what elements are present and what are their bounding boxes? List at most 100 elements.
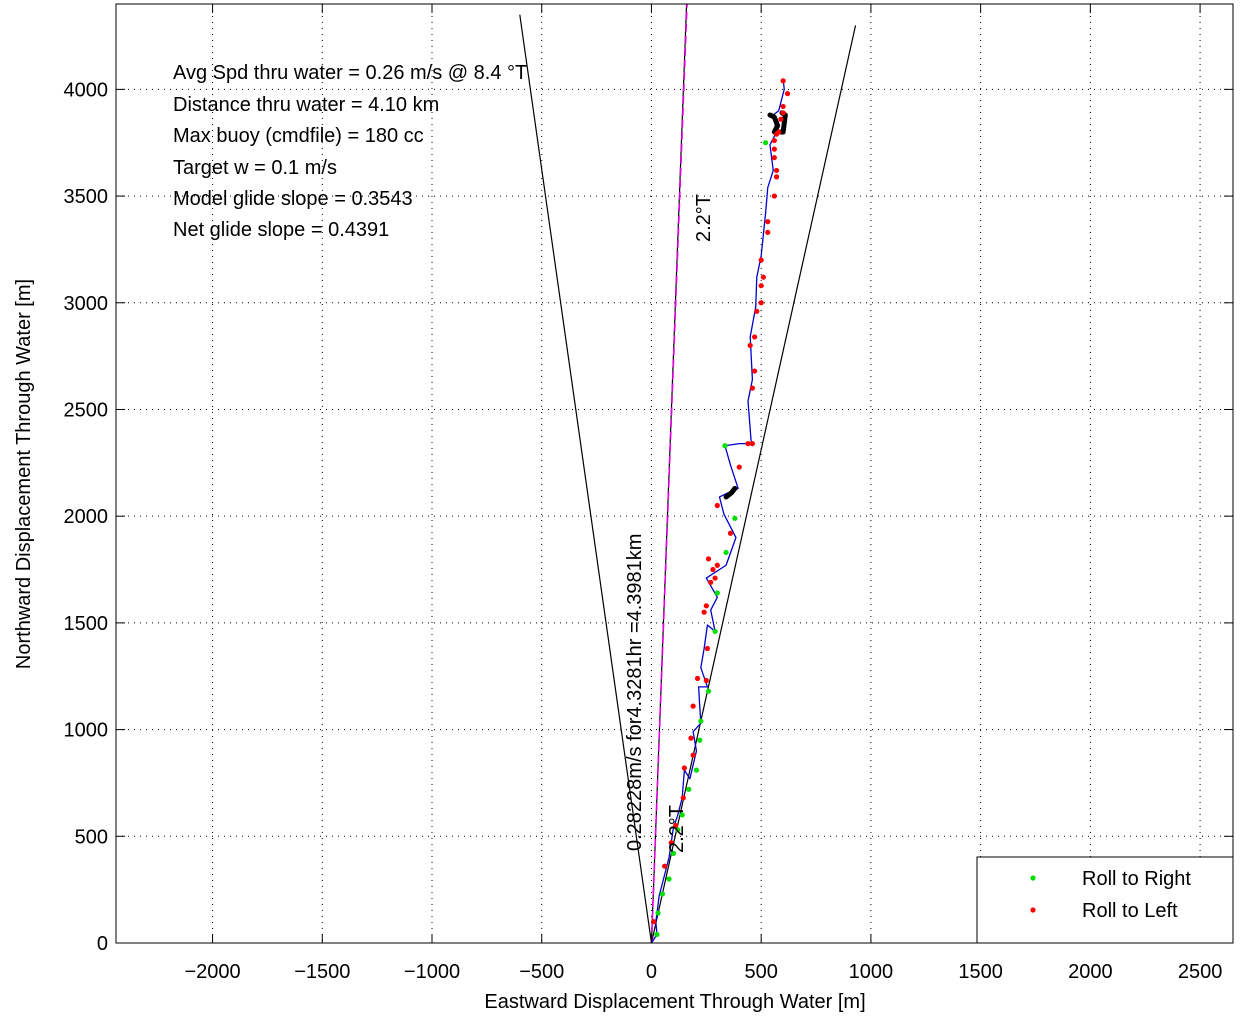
legend-box xyxy=(976,856,1234,944)
annotation-target-w: Target w = 0.1 m/s xyxy=(173,157,337,179)
roll-left-point xyxy=(745,441,751,447)
legend-label-roll-left: Roll to Left xyxy=(1082,900,1178,922)
roll-right-point xyxy=(723,549,729,556)
roll-left-point xyxy=(703,603,709,609)
roll-points xyxy=(651,78,791,938)
roll-left-point xyxy=(758,257,764,263)
surfacing-segment xyxy=(767,110,788,135)
roll-left-point xyxy=(771,193,777,199)
roll-left-point xyxy=(754,308,760,314)
roll-left-point xyxy=(758,283,764,289)
annotation-block: Avg Spd thru water = 0.26 m/s @ 8.4 °T D… xyxy=(173,62,527,241)
surfacing-segment xyxy=(723,485,738,500)
surfacing-track xyxy=(723,110,788,500)
y-axis-label: Northward Displacement Through Water [m] xyxy=(13,279,35,669)
x-tick-label: −1000 xyxy=(404,961,460,983)
roll-left-point xyxy=(776,129,782,135)
roll-left-point xyxy=(778,116,784,122)
roll-left-point xyxy=(771,137,777,144)
roll-left-point xyxy=(727,530,734,536)
x-tick-label: 500 xyxy=(744,961,777,983)
x-tick-label: −500 xyxy=(519,961,564,983)
roll-right-point xyxy=(705,688,712,694)
legend-marker-roll-left xyxy=(1030,907,1036,913)
roll-right-point xyxy=(732,515,738,521)
grid-lines xyxy=(116,4,1233,944)
roll-right-point xyxy=(693,767,700,773)
roll-left-point xyxy=(708,579,714,585)
roll-right-point xyxy=(654,931,660,938)
roll-left-point xyxy=(701,609,707,615)
roll-left-point xyxy=(751,334,758,340)
roll-left-point xyxy=(749,441,756,447)
roll-left-point xyxy=(710,566,716,573)
roll-left-point xyxy=(662,863,668,869)
y-tick-label: 0 xyxy=(97,933,108,955)
roll-left-point xyxy=(780,103,786,110)
y-tick-label: 3000 xyxy=(64,293,109,315)
roll-left-point xyxy=(760,274,766,280)
roll-left-point xyxy=(747,342,753,349)
roll-left-point xyxy=(780,78,786,84)
speed-line-label: 0.28228m/s for4.3281hr =4.3981km xyxy=(624,534,646,851)
x-tick-label: 2500 xyxy=(1178,961,1223,983)
roll-left-point xyxy=(681,765,687,771)
y-tick-label: 2500 xyxy=(64,399,109,421)
x-tick-label: 1500 xyxy=(958,961,1003,983)
roll-left-point xyxy=(690,703,696,709)
roll-left-point xyxy=(771,155,777,161)
roll-left-point xyxy=(765,219,771,225)
axes-box xyxy=(115,3,1234,944)
y-tick-label: 2000 xyxy=(64,506,109,528)
annotation-model-glide-slope: Model glide slope = 0.3543 xyxy=(173,188,413,210)
roll-left-point xyxy=(688,735,694,741)
roll-left-point xyxy=(705,556,712,562)
x-tick-label: 0 xyxy=(646,961,657,983)
x-tick-label: −1500 xyxy=(294,961,350,983)
roll-left-point xyxy=(780,110,786,116)
y-axis-ticks: 0 500 1000 1500 2000 2500 3000 3500 4000 xyxy=(64,79,1233,955)
roll-left-point xyxy=(680,795,686,801)
roll-left-point xyxy=(712,575,718,581)
roll-right-point xyxy=(714,590,720,596)
lower-heading-label: 2.2°T xyxy=(666,805,688,853)
y-tick-label: 1500 xyxy=(64,613,109,635)
roll-left-point xyxy=(765,229,771,235)
annotation-avg-speed: Avg Spd thru water = 0.26 m/s @ 8.4 °T xyxy=(173,62,527,84)
roll-right-point xyxy=(712,628,718,635)
roll-right-point xyxy=(698,718,704,724)
roll-left-point xyxy=(703,677,709,684)
annotation-distance: Distance thru water = 4.10 km xyxy=(173,94,439,116)
legend: Roll to Right Roll to Left xyxy=(976,856,1234,944)
x-tick-label: −2000 xyxy=(184,961,240,983)
annotation-net-glide-slope: Net glide slope = 0.4391 xyxy=(173,219,389,241)
roll-left-point xyxy=(736,464,742,470)
roll-left-point xyxy=(714,502,720,509)
y-tick-label: 500 xyxy=(75,826,108,848)
roll-left-point xyxy=(694,675,701,681)
roll-left-point xyxy=(751,368,758,374)
legend-marker-roll-right xyxy=(1030,875,1036,881)
roll-right-point xyxy=(679,812,685,818)
x-tick-label: 2000 xyxy=(1068,961,1113,983)
upper-heading-label: 2.2°T xyxy=(693,194,715,242)
roll-right-point xyxy=(666,876,672,882)
roll-left-point xyxy=(668,840,674,846)
roll-left-point xyxy=(714,562,720,568)
annotation-max-buoy: Max buoy (cmdfile) = 180 cc xyxy=(173,125,424,147)
roll-left-point xyxy=(651,919,657,925)
y-tick-label: 1000 xyxy=(64,720,109,742)
y-tick-label: 3500 xyxy=(64,186,109,208)
roll-left-point xyxy=(758,300,764,306)
roll-right-point xyxy=(675,827,681,833)
roll-left-point xyxy=(773,174,780,180)
roll-left-point xyxy=(672,823,679,829)
roll-right-point xyxy=(697,737,703,743)
x-axis-ticks: −2000 −1500 −1000 −500 0 500 1000 1500 2000 2500 xyxy=(184,4,1222,983)
roll-left-point xyxy=(773,167,780,174)
roll-right-point xyxy=(670,850,677,856)
x-axis-label: Eastward Displacement Through Water [m] xyxy=(484,991,865,1013)
roll-right-point xyxy=(722,443,728,449)
roll-right-point xyxy=(655,910,661,916)
